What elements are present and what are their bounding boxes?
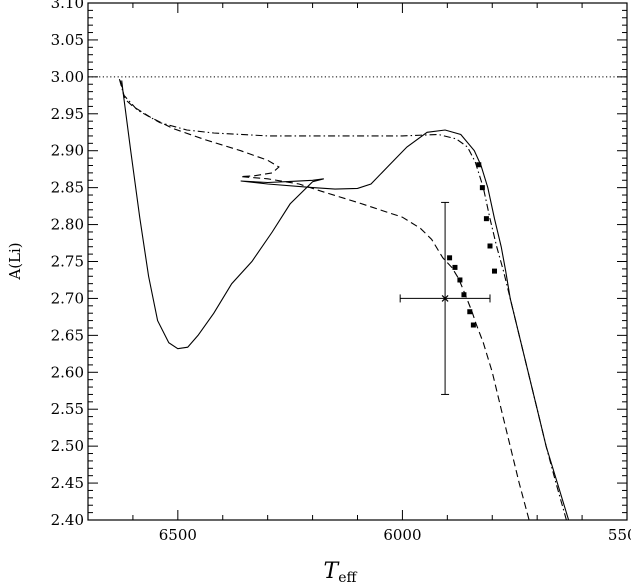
y-tick-label: 2.75 (51, 253, 84, 271)
series-group (118, 78, 570, 521)
series-line-dash-dot (118, 78, 567, 521)
error-bar-group (399, 201, 491, 395)
data-marker (479, 185, 485, 191)
data-marker (447, 255, 453, 261)
x-axis-title-sub: eff (338, 570, 357, 582)
x-tick-label: 5500 (608, 526, 631, 544)
y-tick-label: 2.40 (51, 511, 84, 529)
y-tick-label: 2.45 (51, 474, 84, 492)
y-tick-label: 2.65 (51, 326, 84, 344)
data-marker (467, 309, 473, 315)
data-marker (487, 243, 493, 249)
y-tick-label: 3.05 (51, 31, 84, 49)
y-tick-label: 2.90 (51, 142, 84, 160)
x-axis-title-main: T (324, 559, 341, 582)
data-marker (491, 268, 497, 274)
data-marker (470, 322, 476, 328)
series-line-solid (121, 80, 570, 521)
axis-ticks (87, 2, 628, 521)
marker-group (447, 162, 497, 328)
y-tick-label: 3.10 (51, 0, 84, 12)
data-marker (476, 162, 482, 168)
plot-frame (87, 2, 628, 521)
y-tick-label: 2.50 (51, 437, 84, 455)
y-tick-label: 2.85 (51, 179, 84, 197)
y-tick-label: 2.60 (51, 363, 84, 381)
error-point-marker (441, 295, 449, 302)
y-tick-labels: 2.40 2.45 2.50 2.55 2.60 2.65 2.70 2.75 2.80 2.85… (51, 0, 84, 529)
y-tick-label: 2.95 (51, 105, 84, 123)
series-line-dashed (119, 80, 530, 521)
x-tick-labels: 6500 6000 5500 (159, 526, 631, 544)
data-marker (457, 277, 463, 283)
data-marker (461, 292, 467, 298)
y-tick-label: 2.55 (51, 400, 84, 418)
y-tick-label: 2.70 (51, 289, 84, 307)
y-tick-label: 2.80 (51, 216, 84, 234)
x-axis-title: Teff (324, 559, 358, 582)
y-tick-label: 3.00 (51, 68, 84, 86)
y-axis-title: A(Li) (6, 242, 24, 280)
x-tick-label: 6000 (383, 526, 421, 544)
x-tick-label: 6500 (159, 526, 197, 544)
data-marker (483, 216, 489, 222)
data-marker (452, 264, 458, 270)
